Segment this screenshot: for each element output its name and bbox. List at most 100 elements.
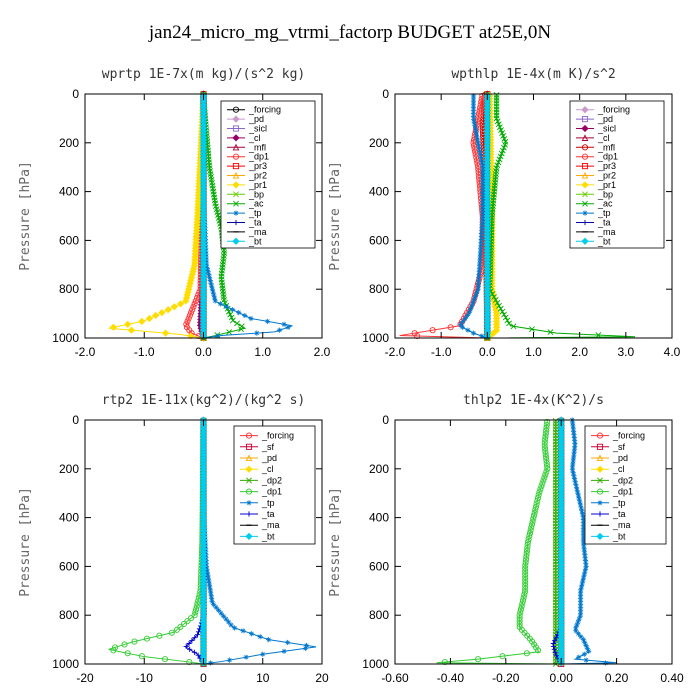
- legend-entry: _tp: [261, 498, 275, 508]
- legend-entry: _pr3: [597, 161, 616, 171]
- series-point: [538, 483, 545, 490]
- series-point: [480, 178, 486, 184]
- x-tick-label: 20: [315, 671, 329, 685]
- series-point: [211, 601, 217, 608]
- series-point: [236, 310, 242, 316]
- series-point: [479, 160, 485, 166]
- y-axis-label: Pressure [hPa]: [18, 161, 33, 271]
- series-point: [478, 242, 484, 248]
- series-point: [206, 271, 212, 278]
- x-tick-label: 0.0: [479, 345, 496, 359]
- legend-entry: _dp2: [612, 475, 633, 485]
- x-tick-label: 4.0: [664, 345, 681, 359]
- series-point: [472, 295, 478, 301]
- series-point: [191, 300, 198, 307]
- y-tick-label: 1000: [52, 657, 79, 671]
- legend-marker: [232, 153, 240, 160]
- y-tick-label: 0: [382, 413, 389, 427]
- series-point: [480, 213, 486, 219]
- series-point: [573, 481, 579, 488]
- series-point: [580, 637, 586, 643]
- series-point: [230, 307, 236, 313]
- legend-entry: _ac: [597, 199, 613, 209]
- series-point: [467, 307, 473, 313]
- series-point: [543, 421, 550, 428]
- chart-title: rtp2 1E-11x(kg^2)/(kg^2 s): [102, 393, 306, 408]
- series-point: [183, 643, 189, 650]
- legend-entry: _ac: [248, 199, 264, 209]
- series-point: [152, 311, 160, 320]
- series-point: [536, 489, 543, 496]
- series-point: [192, 609, 199, 616]
- legend-entry: _dp1: [248, 152, 269, 162]
- series-point: [577, 596, 584, 602]
- x-tick-label: -1.0: [134, 345, 155, 359]
- series-point: [470, 110, 477, 117]
- legend-marker: [233, 200, 239, 207]
- y-axis-label: Pressure [hPa]: [18, 487, 33, 597]
- series-point: [186, 640, 192, 647]
- y-axis-label: Pressure [hPa]: [328, 487, 343, 597]
- series-point: [260, 651, 266, 657]
- legend-entry: _ta: [248, 218, 262, 228]
- legend-marker: [581, 181, 589, 189]
- chart-panel: wpthlp 1E-4x(m K)/s^2 Pressure [hPa] -2.0 -…: [328, 67, 681, 359]
- series-point: [477, 151, 483, 158]
- legend-entry: _sf: [261, 442, 275, 452]
- series-point: [543, 462, 551, 469]
- series-point: [186, 312, 193, 319]
- series-point: [582, 552, 588, 558]
- series-point: [187, 646, 193, 652]
- legend-marker: [581, 153, 589, 160]
- series-point: [527, 527, 534, 534]
- series-point: [595, 332, 602, 338]
- series-point: [131, 638, 138, 645]
- series-point: [285, 324, 291, 330]
- series-point: [575, 619, 581, 625]
- series-point: [218, 610, 224, 616]
- series-point: [414, 332, 421, 340]
- series-point: [243, 654, 249, 660]
- x-tick-label: 2.0: [314, 345, 331, 359]
- y-tick-label: 200: [369, 462, 389, 476]
- series-point: [529, 518, 536, 525]
- series-point: [192, 635, 198, 641]
- series-point: [516, 620, 523, 628]
- series-point: [576, 616, 582, 622]
- series-point: [543, 456, 550, 464]
- series-point: [209, 598, 215, 605]
- series-point: [573, 625, 579, 631]
- series-point: [543, 424, 550, 431]
- series-point: [553, 652, 559, 658]
- series-point: [477, 257, 483, 263]
- legend-marker: [581, 171, 589, 179]
- series-point: [580, 578, 586, 584]
- series-point: [577, 601, 584, 608]
- legend-marker: [597, 511, 603, 517]
- series-point: [578, 587, 584, 593]
- series-point: [547, 329, 554, 336]
- series-point: [534, 495, 541, 502]
- y-tick-label: 600: [369, 233, 389, 247]
- series-point: [542, 471, 549, 478]
- series-point: [476, 146, 482, 152]
- legend-marker: [581, 124, 589, 133]
- chart-title: wpthlp 1E-4x(m K)/s^2: [451, 67, 615, 82]
- series-point: [192, 297, 199, 304]
- y-axis-label: Pressure [hPa]: [328, 161, 343, 271]
- chart-panel: thlp2 1E-4x(K^2)/s Pressure [hPa] -0.60 -0.…: [328, 393, 684, 685]
- legend-entry: _dp1: [597, 152, 618, 162]
- series-point: [460, 318, 466, 325]
- series-point: [205, 572, 211, 578]
- legend-marker: [232, 171, 240, 179]
- legend-entry: _pr1: [597, 180, 616, 190]
- series-point: [586, 648, 592, 654]
- legend-entry: _pd: [248, 114, 264, 124]
- series-point: [195, 652, 201, 658]
- series-point: [582, 569, 588, 575]
- series-point: [480, 189, 486, 196]
- series-point: [210, 289, 216, 295]
- x-tick-label: -10: [136, 671, 154, 685]
- series-point: [570, 458, 576, 464]
